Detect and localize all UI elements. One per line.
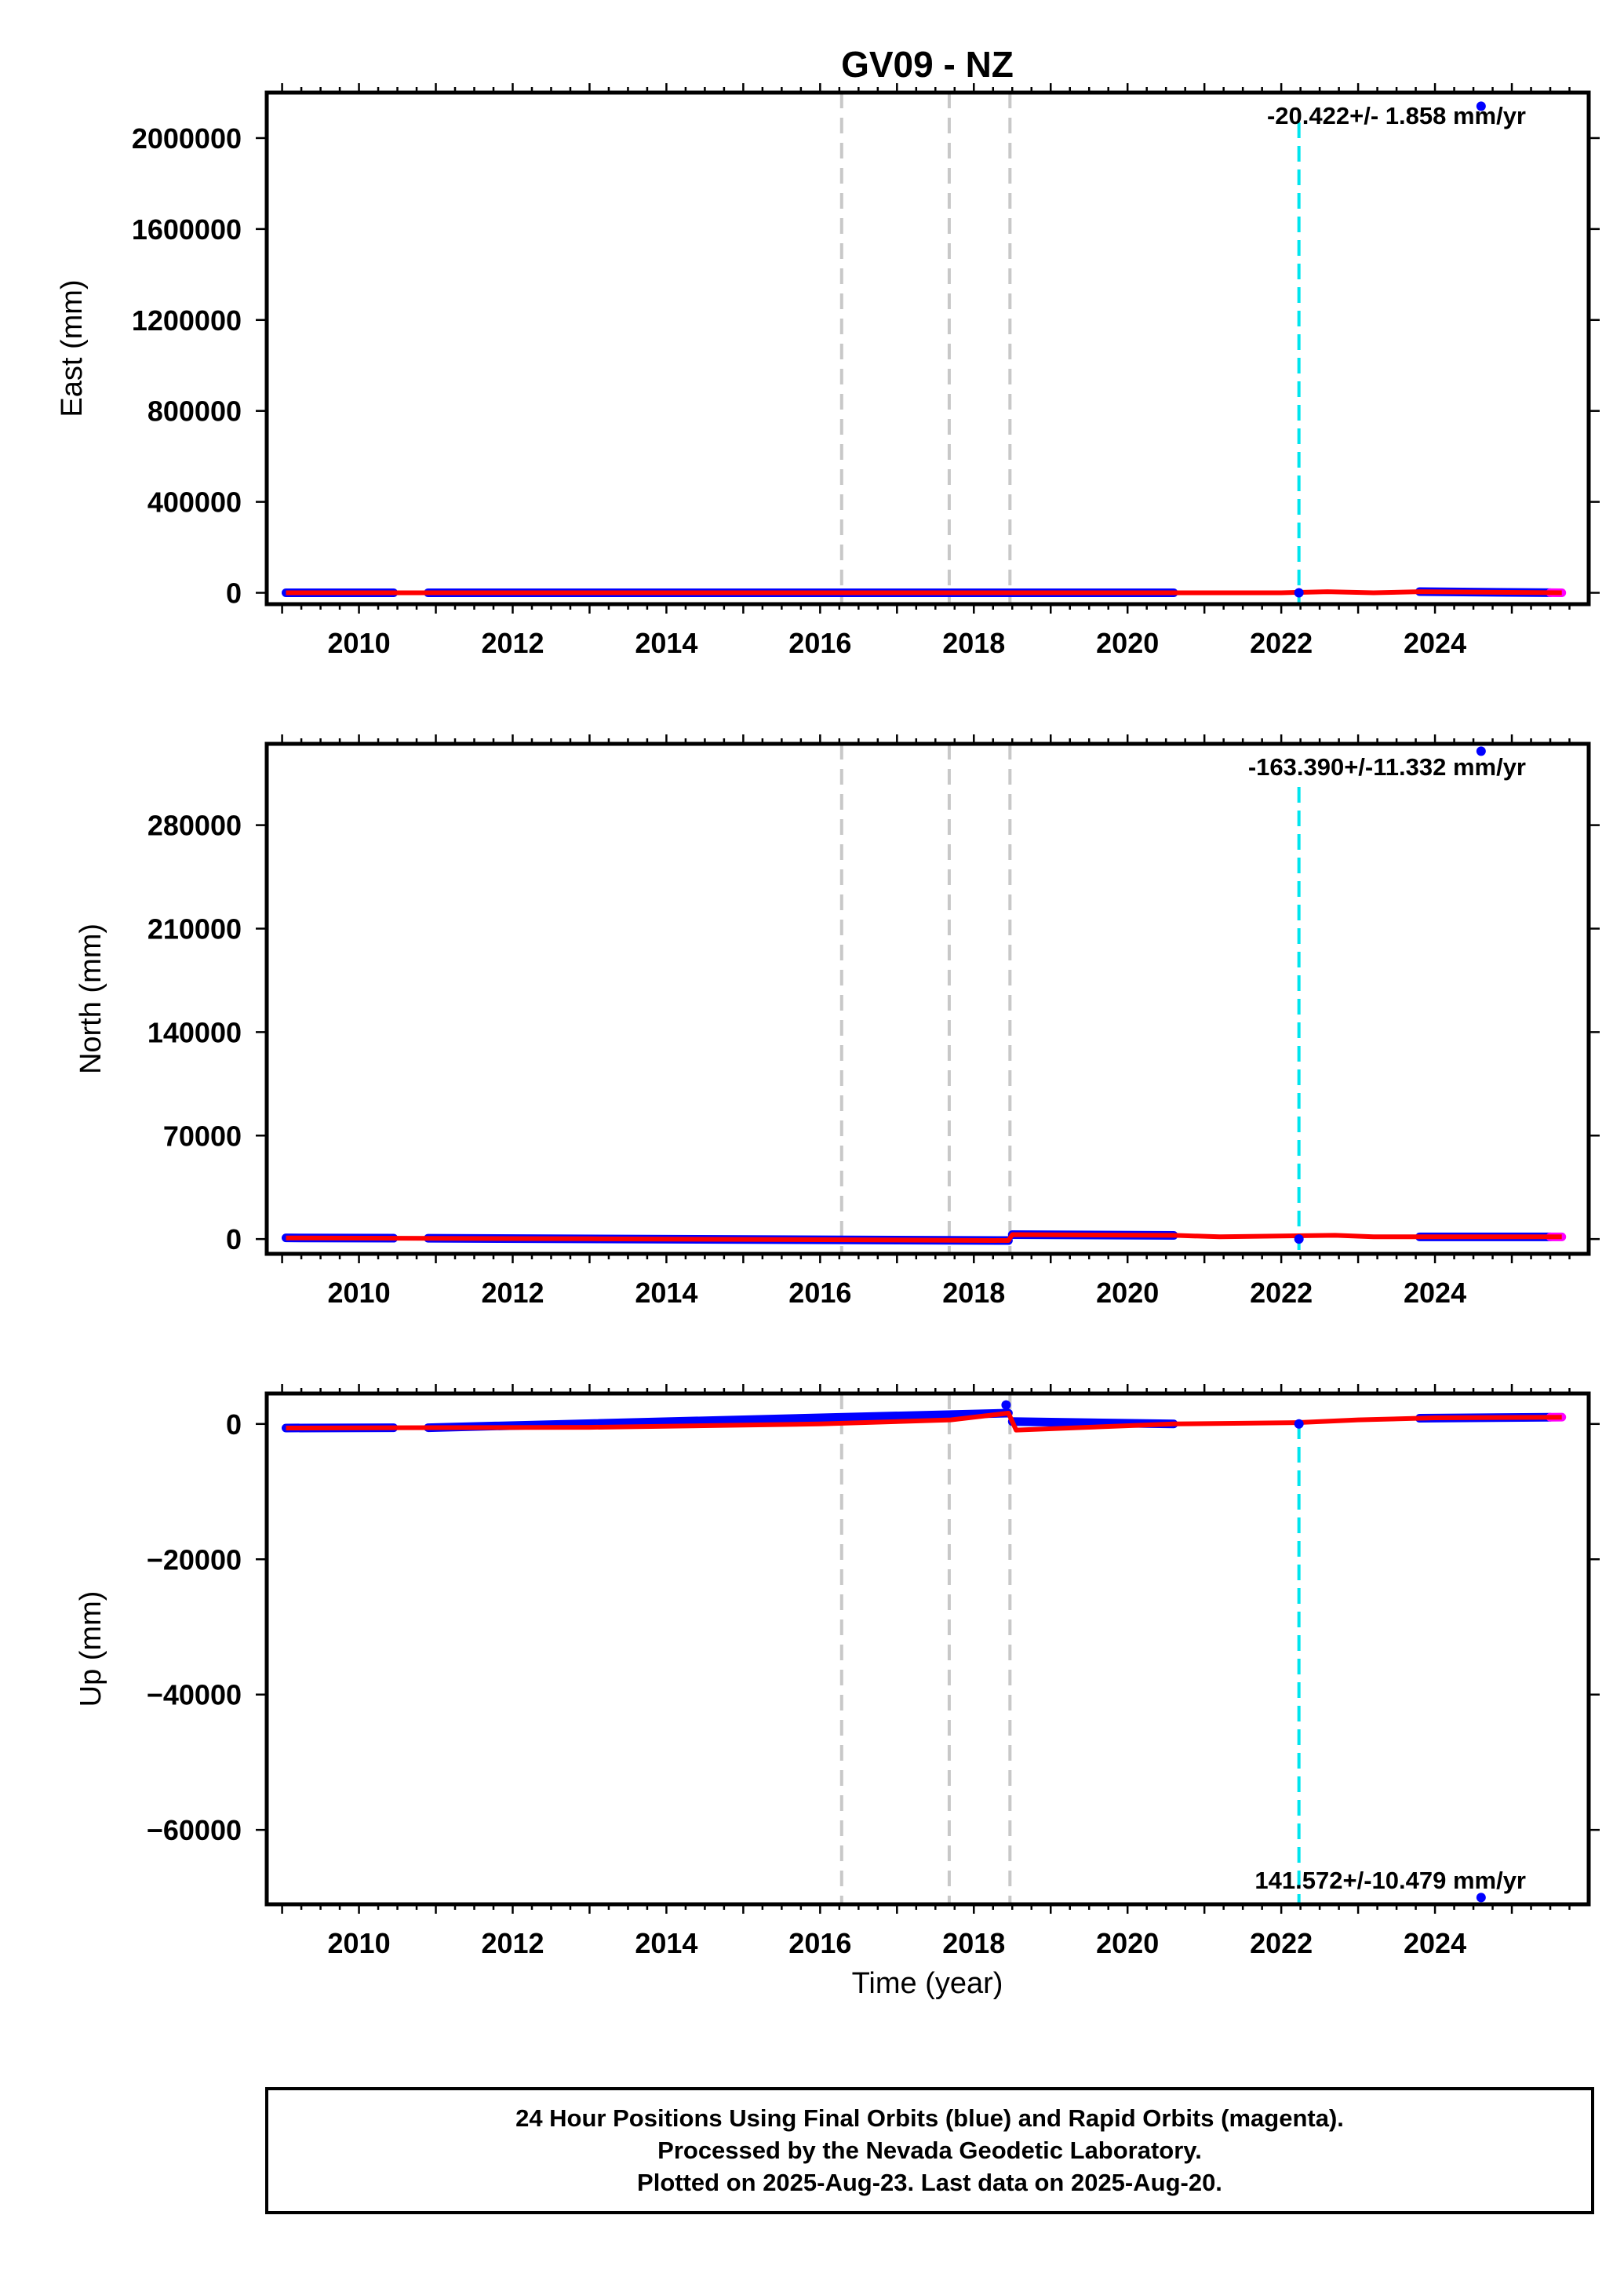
up-x-tick-label: 2022 <box>1250 1927 1313 1959</box>
north-x-tick-label: 2014 <box>635 1277 697 1309</box>
up-model-line <box>286 1411 1562 1433</box>
up-x-tick-label: 2012 <box>481 1927 544 1959</box>
east-outlier-point <box>1294 588 1304 598</box>
footer-line-2: Processed by the Nevada Geodetic Laborat… <box>657 2137 1202 2164</box>
east-x-tick-label: 2012 <box>481 627 544 659</box>
north-x-tick-label: 2024 <box>1404 1277 1466 1309</box>
north-y-axis-label: North (mm) <box>75 924 107 1074</box>
north-outlier-point <box>1294 1234 1304 1244</box>
up-x-tick-label: 2010 <box>328 1927 391 1959</box>
east-y-tick-label: 800000 <box>147 395 242 428</box>
east-y-tick-label: 400000 <box>147 486 242 519</box>
north-x-tick-label: 2020 <box>1096 1277 1159 1309</box>
footer-line-1: 24 Hour Positions Using Final Orbits (bl… <box>515 2104 1344 2132</box>
up-outlier-point <box>1476 1893 1486 1903</box>
up-rate-label: 141.572+/-10.479 mm/yr <box>1254 1867 1526 1894</box>
east-panel: 2010 2012 2014 2016 2018 2020 2022 2024 0 400000 8… <box>56 83 1600 659</box>
x-axis-label: Time (year) <box>852 1967 1003 2000</box>
north-frame <box>264 741 1591 1256</box>
north-y-tick-label: 210000 <box>147 913 242 945</box>
east-x-tick-label: 2020 <box>1096 627 1159 659</box>
north-x-tick-label: 2016 <box>788 1277 851 1309</box>
chart-title: GV09 - NZ <box>841 44 1014 85</box>
up-outlier-point <box>1001 1400 1011 1410</box>
east-x-tick-label: 2010 <box>328 627 391 659</box>
east-frame <box>264 90 1591 607</box>
up-y-tick-label: 0 <box>226 1408 242 1441</box>
north-y-tick-label: 280000 <box>147 810 242 842</box>
north-y-tick-label: 0 <box>226 1223 242 1255</box>
east-x-tick-label: 2014 <box>635 627 697 659</box>
footer-line-3: Plotted on 2025-Aug-23. Last data on 202… <box>637 2169 1222 2196</box>
north-x-tick-label: 2018 <box>942 1277 1005 1309</box>
east-x-tick-label: 2022 <box>1250 627 1313 659</box>
north-x-tick-label: 2022 <box>1250 1277 1313 1309</box>
east-y-tick-label: 2000000 <box>132 122 242 155</box>
north-y-tick-label: 70000 <box>163 1120 242 1152</box>
north-rate-label: -163.390+/-11.332 mm/yr <box>1248 753 1526 781</box>
up-y-axis-label: Up (mm) <box>75 1591 107 1707</box>
east-x-tick-label: 2024 <box>1404 627 1466 659</box>
east-y-tick-label: 1200000 <box>132 304 242 337</box>
east-y-axis-label: East (mm) <box>56 279 89 417</box>
east-y-tick-label: 1600000 <box>132 213 242 246</box>
north-outlier-point <box>1476 746 1486 756</box>
up-x-tick-label: 2020 <box>1096 1927 1159 1959</box>
north-model-line <box>286 1232 1562 1243</box>
up-x-tick-label: 2018 <box>942 1927 1005 1959</box>
up-y-tick-label: −60000 <box>147 1814 242 1846</box>
up-x-tick-label: 2016 <box>788 1927 851 1959</box>
east-x-tick-label: 2018 <box>942 627 1005 659</box>
up-x-tick-label: 2024 <box>1404 1927 1466 1959</box>
east-outlier-point <box>1476 101 1486 111</box>
east-rate-label: -20.422+/- 1.858 mm/yr <box>1267 102 1526 129</box>
up-y-tick-label: −40000 <box>147 1679 242 1711</box>
north-y-tick-label: 140000 <box>147 1016 242 1048</box>
up-outlier-point <box>1294 1419 1304 1429</box>
up-x-tick-label: 2014 <box>635 1927 697 1959</box>
up-y-tick-label: −20000 <box>147 1543 242 1576</box>
up-frame <box>264 1391 1591 1907</box>
east-y-tick-label: 0 <box>226 577 242 610</box>
north-panel: 2010 2012 2014 2016 2018 2020 2022 2024 0 70000 14… <box>75 734 1600 1309</box>
north-x-tick-label: 2010 <box>328 1277 391 1309</box>
up-panel: 2010 2012 2014 2016 2018 2020 2022 2024 0 −20000 −… <box>75 1384 1600 1959</box>
north-x-tick-label: 2012 <box>481 1277 544 1309</box>
east-x-tick-label: 2016 <box>788 627 851 659</box>
footer-box <box>265 2087 1594 2214</box>
